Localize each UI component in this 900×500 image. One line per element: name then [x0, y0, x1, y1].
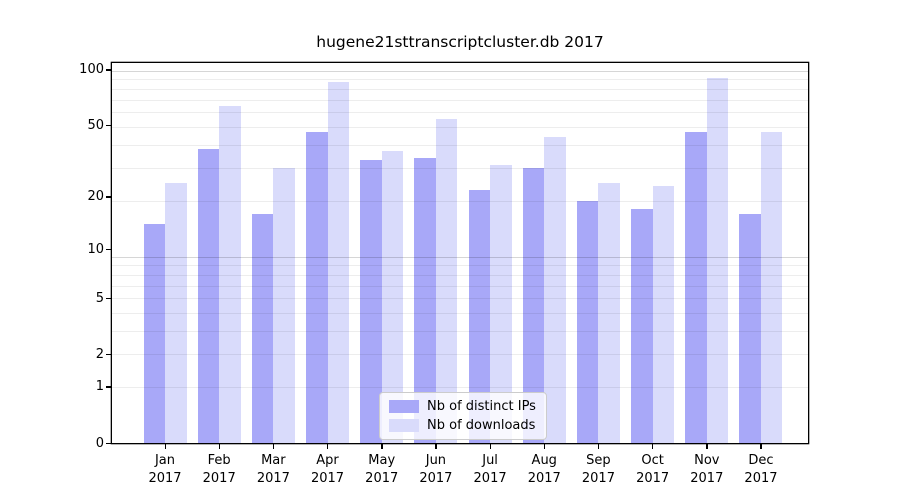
x-tick-mark — [435, 444, 437, 449]
bar-downloads — [598, 182, 620, 443]
bar-downloads — [706, 77, 729, 443]
grid-line-minor — [112, 298, 808, 300]
bar-distinct-ips — [251, 214, 274, 443]
grid-line-minor — [112, 168, 808, 170]
x-tick-mark — [164, 444, 166, 449]
y-tick-label: 0 — [95, 435, 104, 451]
x-tick-label: Dec 2017 — [744, 453, 778, 486]
grid-line-minor — [112, 112, 808, 114]
x-tick-label: Apr 2017 — [310, 453, 345, 486]
bar-downloads — [381, 151, 404, 443]
bar-downloads — [165, 182, 187, 443]
grid-line-minor — [112, 386, 808, 388]
bar-distinct-ips — [197, 149, 220, 443]
y-tick-label: 5 — [95, 290, 104, 306]
bar-downloads — [435, 119, 458, 443]
bar-distinct-ips — [468, 189, 491, 443]
x-tick-label: Jul 2017 — [473, 453, 507, 486]
bar-distinct-ips — [360, 160, 382, 443]
x-tick-label: Jun 2017 — [419, 453, 453, 486]
bar-downloads — [760, 131, 783, 443]
bar-distinct-ips — [522, 168, 545, 443]
grid-line-major — [112, 256, 808, 258]
x-tick-mark — [327, 444, 329, 449]
bar-distinct-ips — [306, 131, 328, 443]
y-tick-label: 20 — [87, 189, 104, 205]
y-tick-mark — [106, 69, 111, 71]
grid-line-minor — [112, 126, 808, 128]
bar-distinct-ips — [631, 209, 653, 443]
grid-line-minor — [112, 144, 808, 146]
x-tick-label: Aug 2017 — [527, 453, 561, 486]
x-tick-mark — [272, 444, 275, 449]
legend-label: Nb of downloads — [427, 418, 536, 433]
x-tick-label: Oct 2017 — [636, 453, 670, 486]
grid-line-minor — [112, 99, 808, 101]
y-tick-mark — [106, 386, 111, 388]
bar-downloads — [273, 168, 295, 443]
bar-downloads — [490, 165, 512, 443]
legend-swatch — [389, 400, 419, 413]
x-tick-label: Mar 2017 — [256, 453, 290, 486]
bar-downloads — [327, 82, 350, 443]
y-tick-mark — [106, 353, 111, 355]
x-tick-label: Sep 2017 — [581, 453, 615, 486]
y-tick-mark — [106, 297, 111, 299]
grid-line-minor — [112, 200, 808, 202]
grid-line-minor — [112, 285, 808, 287]
x-tick-mark — [597, 444, 600, 449]
bar-distinct-ips — [739, 214, 761, 443]
x-tick-mark — [489, 444, 491, 449]
x-tick-label: Nov 2017 — [690, 453, 724, 486]
y-tick-label: 100 — [79, 62, 104, 78]
x-tick-mark — [652, 444, 654, 449]
y-tick-mark — [106, 124, 111, 127]
grid-line-minor — [112, 354, 808, 356]
y-tick-label: 50 — [87, 117, 104, 133]
legend-item: Nb of downloads — [389, 418, 536, 433]
y-tick-mark — [106, 248, 111, 250]
grid-line-minor — [112, 274, 808, 276]
x-tick-mark — [543, 444, 546, 449]
bar-downloads — [219, 105, 241, 443]
x-tick-label: May 2017 — [365, 453, 399, 486]
bar-distinct-ips — [576, 200, 599, 443]
bar-distinct-ips — [143, 224, 165, 443]
grid-line-minor — [112, 312, 808, 314]
chart-title: hugene21sttranscriptcluster.db 2017 — [316, 33, 604, 51]
legend-item: Nb of distinct IPs — [389, 399, 536, 414]
y-tick-label: 2 — [95, 346, 104, 362]
grid-line-minor — [112, 79, 808, 81]
grid-line-major — [112, 70, 808, 72]
y-tick-label: 1 — [95, 379, 104, 395]
bar-distinct-ips — [414, 158, 436, 443]
x-tick-label: Feb 2017 — [202, 453, 236, 486]
grid-line-minor — [112, 265, 808, 267]
legend-label: Nb of distinct IPs — [427, 399, 536, 414]
plot-area — [112, 63, 808, 443]
grid-line-minor — [112, 330, 808, 332]
bar-distinct-ips — [685, 131, 707, 443]
x-tick-label: Jan 2017 — [148, 453, 182, 486]
y-tick-mark — [106, 442, 111, 444]
y-tick-mark — [106, 196, 111, 198]
bar-downloads — [652, 186, 675, 443]
bar-downloads — [544, 137, 566, 443]
legend-swatch — [389, 419, 419, 432]
grid-line-minor — [112, 88, 808, 90]
x-tick-mark — [218, 444, 220, 449]
x-tick-mark — [381, 444, 383, 449]
y-tick-label: 10 — [87, 241, 104, 257]
x-tick-mark — [706, 444, 708, 449]
x-tick-mark — [760, 444, 762, 449]
legend: Nb of distinct IPs Nb of downloads — [379, 392, 547, 440]
